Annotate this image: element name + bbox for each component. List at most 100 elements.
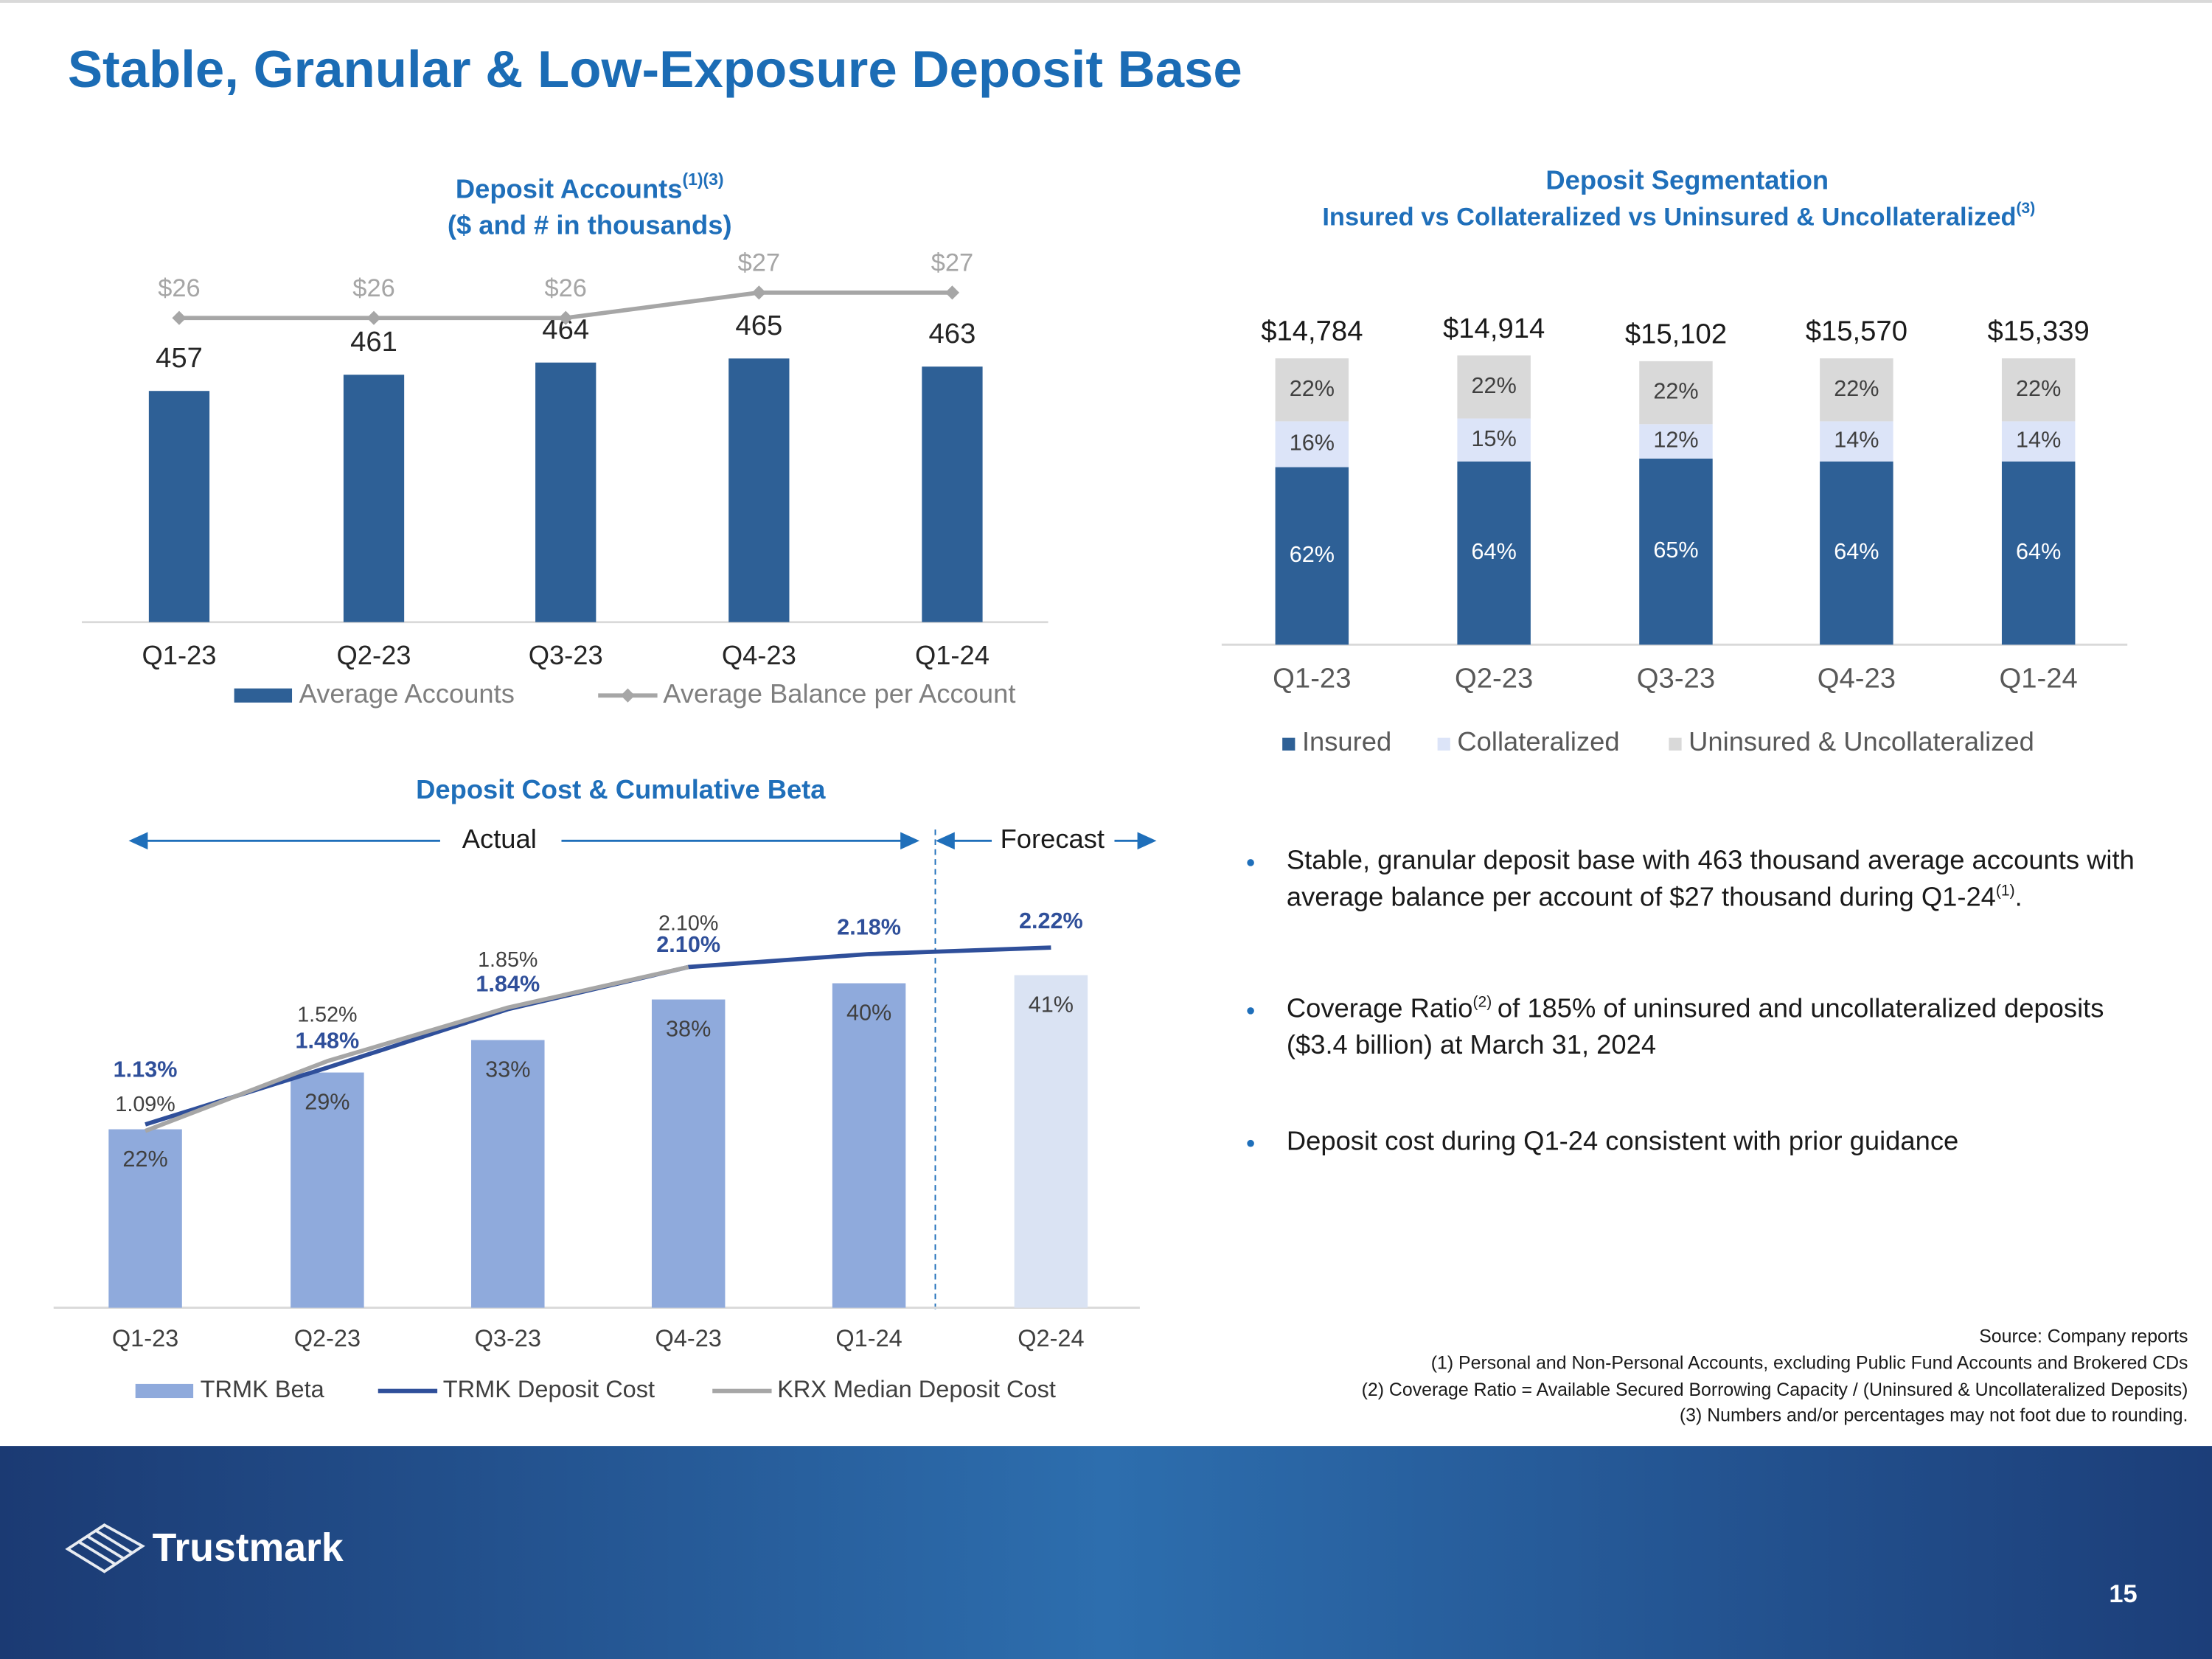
x-tick-label: Q2-23 bbox=[294, 1325, 361, 1352]
x-tick-label: Q3-23 bbox=[529, 640, 603, 670]
segment-label: 22% bbox=[1653, 379, 1698, 404]
line-value-label: 2.10% bbox=[656, 932, 720, 957]
bar-value-label: 22% bbox=[122, 1147, 167, 1172]
bullet: Coverage Ratio(2) of 185% of uninsured an… bbox=[1247, 992, 2149, 1065]
bar-value-label: 41% bbox=[1029, 992, 1074, 1018]
x-tick-label: Q1-24 bbox=[2000, 662, 2078, 694]
bar-segment bbox=[1820, 421, 1893, 462]
bullet: Deposit cost during Q1-24 consistent wit… bbox=[1247, 1124, 2149, 1161]
legend-label: Collateralized bbox=[1457, 726, 1619, 757]
legend-swatch bbox=[1437, 737, 1450, 751]
bar-value-label: 40% bbox=[846, 1001, 891, 1026]
bullet-text-part: Coverage Ratio bbox=[1286, 994, 1473, 1025]
segment-label: 22% bbox=[1290, 376, 1335, 401]
footnote: (3) Numbers and/or percentages may not f… bbox=[1680, 1405, 2188, 1425]
bullet-note: (1) bbox=[1995, 883, 2015, 900]
legend-marker bbox=[620, 688, 635, 703]
line-value-label: 2.10% bbox=[658, 912, 718, 936]
bullet-dot bbox=[1247, 859, 1254, 866]
page-title: Stable, Granular & Low-Exposure Deposit … bbox=[68, 41, 1242, 99]
bullet-text-part: of 185% of uninsured and uncollateralize… bbox=[1286, 994, 2104, 1061]
line-marker bbox=[366, 310, 381, 325]
total-label: $15,102 bbox=[1625, 319, 1727, 350]
segment-label: 64% bbox=[1472, 539, 1517, 564]
bar-segment bbox=[1457, 418, 1531, 462]
line-series bbox=[145, 945, 1051, 1127]
bullet: Stable, granular deposit base with 463 t… bbox=[1247, 844, 2149, 917]
bar-segment bbox=[1639, 424, 1713, 459]
bullet-note: (2) bbox=[1472, 994, 1492, 1012]
legend-label: Uninsured & Uncollateralized bbox=[1688, 726, 2034, 757]
chart-title-note: (1)(3) bbox=[683, 170, 724, 189]
chart-title: Deposit Accounts(1)(3) bbox=[456, 170, 724, 204]
legend-label: Average Balance per Account bbox=[663, 678, 1015, 709]
bar bbox=[108, 1129, 182, 1308]
footnote: (1) Personal and Non-Personal Accounts, … bbox=[1431, 1353, 2188, 1374]
logo-icon bbox=[65, 1523, 145, 1573]
x-tick-label: Q2-23 bbox=[337, 640, 411, 670]
bar-segment bbox=[1820, 358, 1893, 422]
bar-value-label: 463 bbox=[929, 318, 976, 349]
bullet-text-part: . bbox=[2014, 883, 2023, 913]
legend-label: TRMK Deposit Cost bbox=[443, 1376, 655, 1402]
bullet-text: Deposit cost during Q1-24 consistent wit… bbox=[1287, 1124, 2150, 1161]
total-label: $14,784 bbox=[1261, 316, 1363, 347]
segment-label: 22% bbox=[1834, 376, 1879, 401]
segment-label: 22% bbox=[2016, 376, 2061, 401]
footer-band bbox=[0, 1446, 2212, 1659]
bullet-text-part: Stable, granular deposit base with 463 t… bbox=[1286, 846, 2135, 913]
bar-segment bbox=[1457, 355, 1531, 419]
x-tick-label: Q4-23 bbox=[722, 640, 796, 670]
chart-title-text: Deposit Accounts bbox=[456, 173, 683, 204]
line-value-label: $26 bbox=[158, 274, 200, 302]
bar-segment bbox=[2001, 421, 2076, 462]
bar-value-label: 33% bbox=[485, 1057, 530, 1082]
bar bbox=[1014, 975, 1088, 1308]
bar-segment bbox=[2001, 461, 2076, 645]
line-value-label: $26 bbox=[545, 274, 587, 302]
total-label: $15,339 bbox=[1988, 316, 2090, 347]
legend-label: TRMK Beta bbox=[201, 1376, 325, 1402]
bar-segment bbox=[1275, 467, 1349, 645]
line-value-label: 2.18% bbox=[837, 915, 901, 940]
footnotes: Source: Company reports (1) Personal and… bbox=[1362, 1326, 2188, 1425]
chart-subtitle-text: Insured vs Collateralized vs Uninsured &… bbox=[1322, 204, 2016, 232]
bar-segment bbox=[1457, 461, 1531, 645]
bar-value-label: 29% bbox=[305, 1090, 349, 1115]
line-marker bbox=[558, 310, 573, 325]
segment-label: 64% bbox=[2016, 539, 2061, 564]
bar-value-label: 465 bbox=[735, 310, 782, 341]
x-tick-label: Q2-24 bbox=[1018, 1325, 1084, 1352]
bar bbox=[471, 1040, 545, 1308]
bullet-dot bbox=[1247, 1139, 1254, 1147]
bar-value-label: 38% bbox=[666, 1017, 711, 1042]
period-arrows bbox=[128, 832, 1157, 850]
x-tick-label: Q4-23 bbox=[655, 1325, 721, 1352]
line-series bbox=[145, 964, 689, 1133]
line-value-label: 1.84% bbox=[476, 971, 540, 996]
bullet-text: Coverage Ratio(2) of 185% of uninsured an… bbox=[1287, 992, 2150, 1065]
line-value-label: $26 bbox=[352, 274, 394, 302]
line-value-label: 1.09% bbox=[115, 1093, 175, 1116]
chart-subtitle-note: (3) bbox=[2017, 200, 2036, 217]
x-tick-label: Q4-23 bbox=[1818, 662, 1896, 694]
bar-segment bbox=[1639, 458, 1713, 645]
segment-label: 65% bbox=[1653, 538, 1698, 563]
line-marker bbox=[751, 285, 766, 300]
legend-swatch bbox=[1669, 737, 1682, 751]
footnote: (2) Coverage Ratio = Available Secured B… bbox=[1362, 1380, 2188, 1400]
bar-segment bbox=[1275, 358, 1349, 422]
footnote: Source: Company reports bbox=[1979, 1326, 2188, 1346]
line-value-label: $27 bbox=[738, 249, 780, 277]
segment-label: 62% bbox=[1290, 542, 1335, 567]
x-tick-label: Q1-23 bbox=[1273, 662, 1351, 694]
chart-subtitle: ($ and # in thousands) bbox=[448, 210, 732, 240]
segment-label: 14% bbox=[1834, 428, 1879, 453]
bar-segment bbox=[2001, 358, 2076, 422]
bar bbox=[832, 983, 906, 1308]
legend-swatch bbox=[1282, 737, 1295, 751]
line-value-label: 1.13% bbox=[114, 1057, 178, 1082]
bar-value-label: 457 bbox=[156, 342, 203, 374]
